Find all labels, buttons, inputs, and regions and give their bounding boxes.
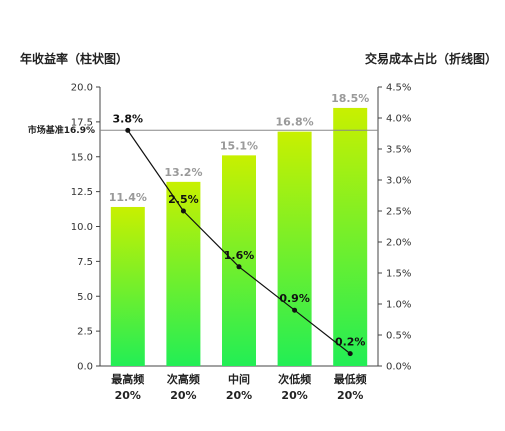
bar-value-label: 18.5% [331,92,369,105]
left-tick-label: 17.5 [71,117,93,128]
right-axis-title: 交易成本占比（折线图） [364,52,497,66]
cost-point [347,351,353,357]
category-label: 最高频 [111,372,144,386]
right-tick-label: 1.0% [386,300,411,311]
right-tick-label: 4.5% [386,83,411,94]
cost-point-label: 1.6% [224,249,255,262]
bar [222,155,256,366]
bar-value-label: 15.1% [220,139,258,152]
bar-value-label: 13.2% [164,166,202,179]
bar-value-label: 11.4% [109,191,147,204]
left-tick-label: 20.0 [71,83,93,94]
category-share-label: 20% [281,389,307,402]
category-share-label: 20% [226,389,252,402]
cost-point [125,127,131,133]
bar [333,107,368,367]
cost-point-label: 0.9% [279,292,310,305]
left-tick-label: 0.0 [77,362,93,373]
category-share-label: 20% [170,389,196,402]
right-tick-label: 2.0% [386,238,411,249]
cost-point [236,264,242,270]
left-tick-label: 5.0 [77,292,93,303]
category-share-label: 20% [115,389,141,402]
left-axis-title: 年收益率（柱状图） [20,52,129,66]
left-tick-label: 12.5 [71,187,93,198]
benchmark-label: 市场基准16.9% [28,124,95,136]
right-tick-label: 2.5% [386,207,411,218]
right-tick-label: 4.0% [386,114,411,125]
category-label: 最低频 [334,372,367,386]
category-label: 中间 [228,372,250,386]
right-tick-label: 0.5% [386,331,411,342]
cost-point [292,307,298,313]
left-tick-label: 15.0 [71,152,93,163]
bar [277,131,312,366]
category-label: 次高频 [167,372,200,386]
bar-value-label: 16.8% [276,116,314,129]
category-share-label: 20% [337,389,363,402]
right-tick-label: 1.5% [386,269,411,280]
left-tick-label: 2.5 [77,327,93,338]
category-label: 次低频 [278,372,311,386]
bar [110,206,145,366]
left-tick-label: 7.5 [77,257,93,268]
cost-point [180,208,186,214]
cost-point-label: 0.2% [335,336,366,349]
left-tick-label: 10.0 [71,222,93,233]
cost-point-label: 2.5% [168,193,199,206]
right-tick-label: 3.0% [386,176,411,187]
right-tick-label: 0.0% [386,362,411,373]
right-tick-label: 3.5% [386,145,411,156]
cost-point-label: 3.8% [113,112,144,125]
